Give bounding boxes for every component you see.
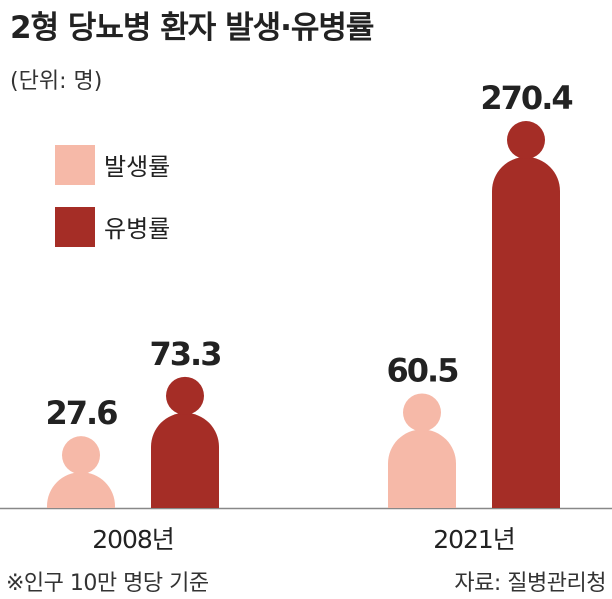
- bar-body: [47, 472, 115, 508]
- value-label: 60.5: [387, 351, 459, 389]
- x-tick-label: 2021년: [433, 525, 515, 554]
- footnote: ※인구 10만 명당 기준: [6, 571, 209, 596]
- chart-title: 2형 당뇨병 환자 발생·유병률: [10, 10, 374, 46]
- bar-body: [492, 157, 560, 508]
- source: 자료: 질병관리청: [454, 571, 606, 596]
- bar-head: [62, 436, 100, 475]
- legend-label: 유병률: [104, 215, 170, 243]
- bar: [47, 436, 115, 508]
- value-label: 27.6: [46, 394, 118, 432]
- unit-label: (단위: 명): [10, 69, 102, 94]
- legend-label: 발생률: [104, 153, 170, 181]
- bar-body: [388, 429, 456, 508]
- bar: [151, 376, 219, 508]
- bar: [388, 393, 456, 508]
- bar-head: [507, 121, 545, 159]
- legend-swatch: [55, 207, 95, 247]
- value-label: 73.3: [150, 335, 221, 373]
- bar-head: [166, 376, 204, 415]
- x-tick-label: 2008년: [92, 525, 174, 554]
- legend-swatch: [55, 145, 95, 185]
- bar-body: [151, 412, 219, 508]
- value-label: 270.4: [480, 79, 572, 117]
- bar-head: [403, 393, 441, 432]
- bar: [492, 121, 560, 508]
